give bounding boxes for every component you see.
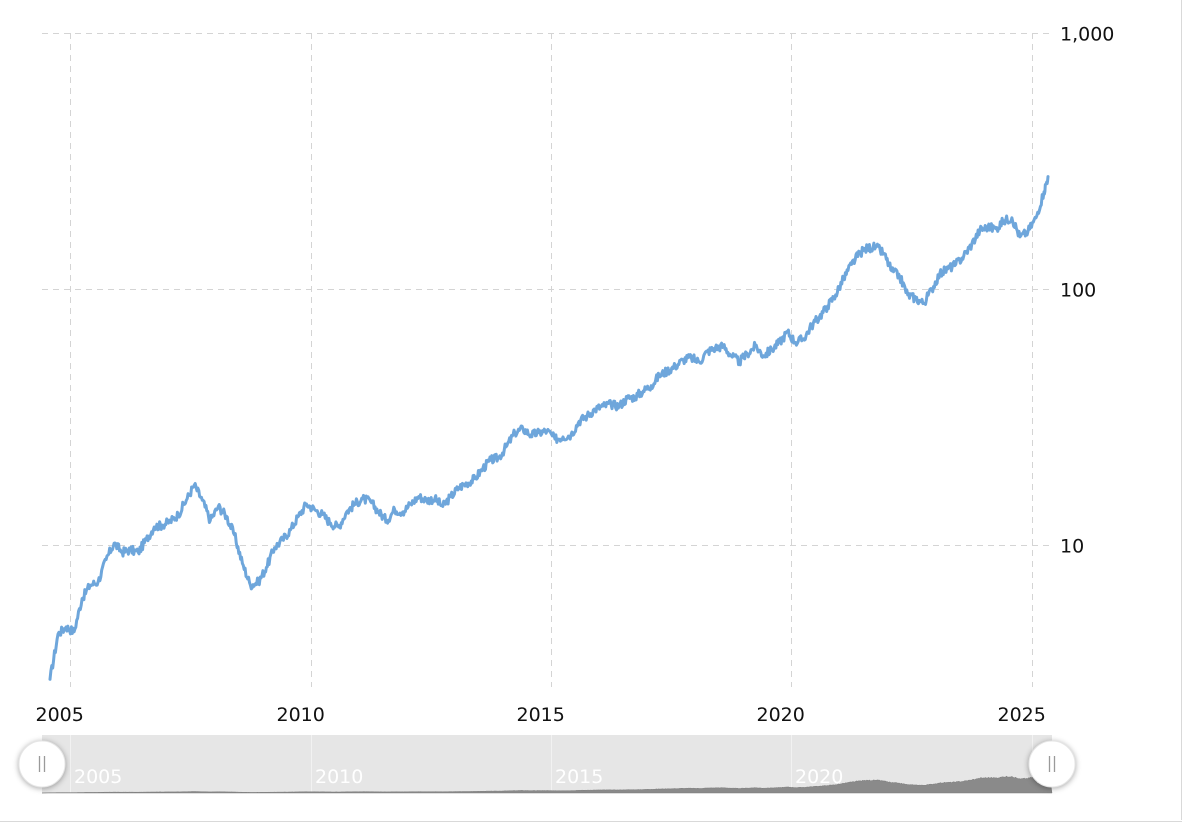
handle-circle[interactable]	[18, 740, 66, 788]
y-tick-label: 10	[1060, 536, 1084, 558]
navigator-label: 2005	[74, 766, 122, 788]
x-tick-label: 2005	[36, 704, 84, 726]
navigator-handle-right[interactable]	[1028, 740, 1076, 788]
y-tick-label: 1,000	[1060, 24, 1114, 46]
y-axis-labels: 10 100 1,000	[1060, 24, 1114, 558]
series-line	[48, 175, 1050, 681]
x-tick-label: 2025	[998, 704, 1046, 726]
y-tick-label: 100	[1060, 280, 1096, 302]
grid-layer	[42, 33, 1052, 687]
navigator-handle-left[interactable]	[18, 740, 66, 788]
navigator-label: 2010	[315, 766, 363, 788]
x-tick-label: 2015	[517, 704, 565, 726]
navigator-series-area	[41, 768, 1053, 794]
handle-circle[interactable]	[1028, 740, 1076, 788]
series-layer	[48, 175, 1050, 681]
navigator-label: 2020	[795, 766, 843, 788]
x-tick-label: 2020	[757, 704, 805, 726]
navigator-label: 2015	[555, 766, 603, 788]
x-axis-labels: 2005 2010 2015 2020 2025	[36, 704, 1046, 726]
x-tick-label: 2010	[277, 704, 325, 726]
